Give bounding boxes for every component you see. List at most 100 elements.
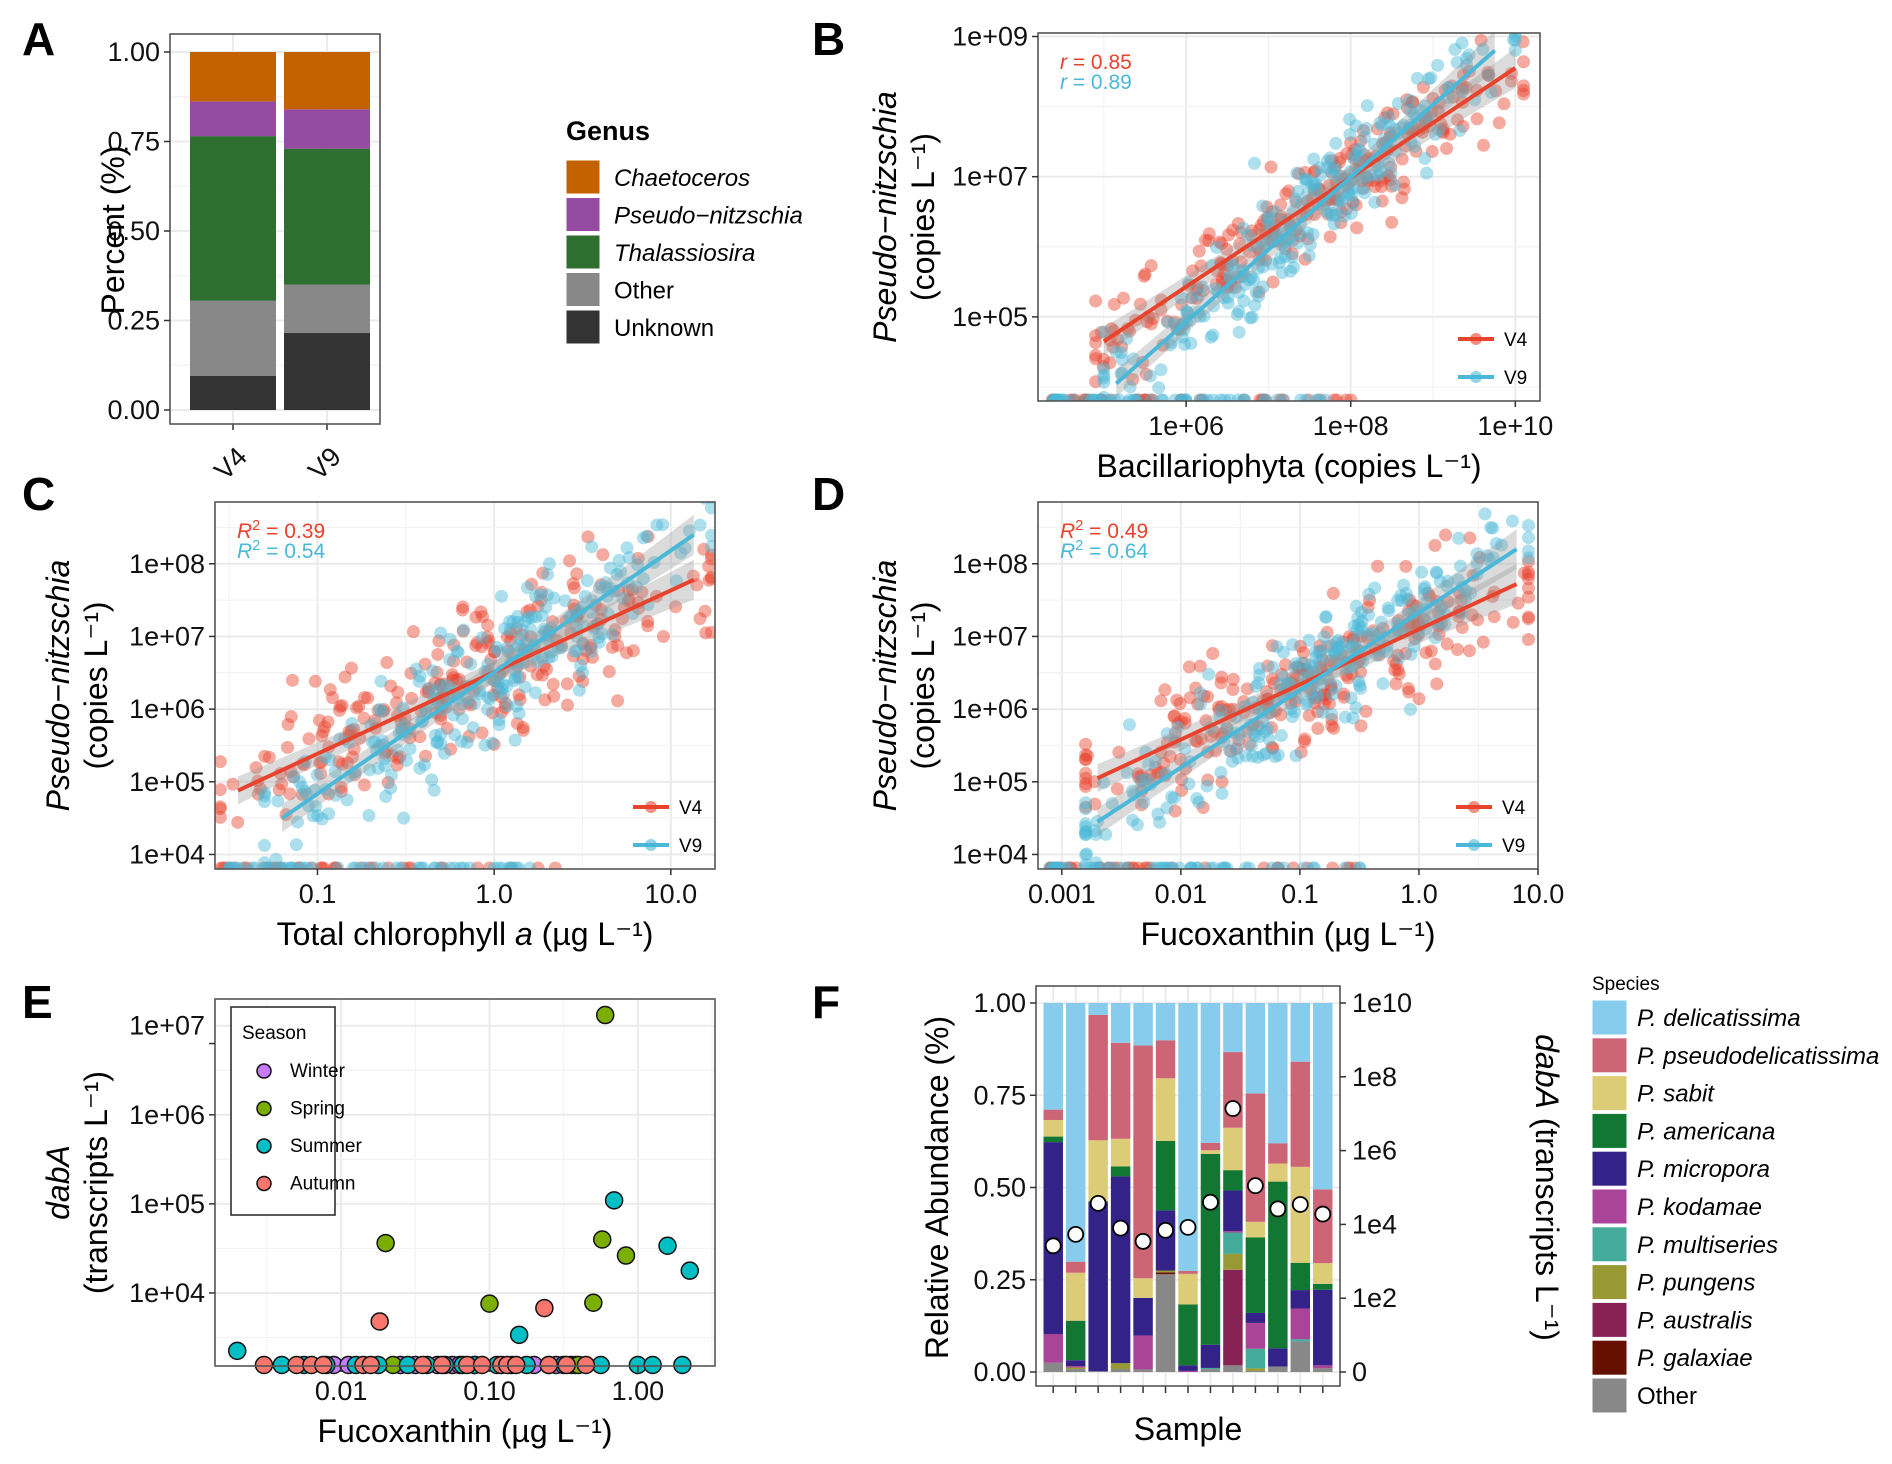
data-point-v4 <box>534 593 548 607</box>
data-point-v4 <box>1386 107 1400 121</box>
data-point-v9 <box>498 621 512 635</box>
data-point-v4 <box>1222 702 1236 716</box>
zero-point-v9 <box>1166 861 1180 869</box>
data-point-v9 <box>1474 11 1487 24</box>
data-point-v9 <box>1259 746 1273 760</box>
data-point-v4 <box>1431 104 1445 118</box>
data-point-v9 <box>1311 690 1325 704</box>
panel-e: 0.01 0.10 1.001e+041e+051e+061e+07Fucoxant… <box>40 998 716 1449</box>
data-point-v9 <box>455 697 469 711</box>
data-point-v9 <box>374 674 388 688</box>
data-point-v9 <box>1097 410 1110 423</box>
data-point-v4 <box>584 641 598 655</box>
bar-segment-ppseudodelicatissima <box>1133 1045 1153 1279</box>
data-point-v4 <box>1231 216 1245 230</box>
data-point-v4 <box>704 570 715 584</box>
points-layer <box>1045 0 1531 423</box>
data-point-v9 <box>518 614 532 628</box>
data-point-v4 <box>1089 329 1103 343</box>
data-point-v9 <box>1344 641 1358 655</box>
data-point-v9 <box>1319 649 1333 663</box>
data-point-v9 <box>574 659 588 673</box>
zero-point-v4 <box>238 861 252 869</box>
zero-point-v9 <box>1310 393 1324 401</box>
data-point-v4 <box>389 696 403 710</box>
bar-segment-pmultiseries <box>1245 1348 1266 1369</box>
zero-point-v4 <box>314 861 328 869</box>
bar-segment-other <box>1065 1369 1086 1372</box>
bar-segment-pdelicatissima <box>1245 1003 1266 1094</box>
data-point-v4 <box>1167 315 1181 329</box>
legend-swatch <box>1591 1226 1628 1263</box>
zero-point-v9 <box>248 861 262 869</box>
data-point-v9 <box>1403 94 1417 108</box>
y-tick-label: 1e+05 <box>129 767 205 797</box>
data-point-v4 <box>1079 771 1093 785</box>
data-point-v4 <box>456 600 470 614</box>
data-point-v9 <box>1252 289 1266 303</box>
data-point-v4 <box>1251 719 1265 733</box>
data-point-v4 <box>1293 639 1307 653</box>
zero-point-v9 <box>1049 861 1063 869</box>
data-point-v9 <box>1184 336 1198 350</box>
data-point-v9 <box>291 815 305 829</box>
zero-point-v9 <box>306 861 320 869</box>
zero-point-v9 <box>463 861 477 869</box>
data-point-v9 <box>1302 633 1316 647</box>
data-point-v9 <box>1137 796 1151 810</box>
data-point-v9 <box>368 735 382 749</box>
data-point-v9 <box>1287 705 1301 719</box>
bar-segment-pamericana <box>1155 1141 1176 1211</box>
data-point-v4 <box>572 669 586 683</box>
data-point-spring <box>595 1005 615 1025</box>
y-axis-title: Percent (%) <box>95 146 131 315</box>
data-point-v9 <box>1220 722 1234 736</box>
zero-point-v9 <box>1047 861 1061 869</box>
y2-tick-label: 1e10 <box>1352 988 1412 1018</box>
zero-point-v4 <box>304 861 318 869</box>
data-point-v4 <box>1371 122 1385 136</box>
zero-point-v4 <box>1102 861 1116 869</box>
data-point-v9 <box>1509 0 1522 10</box>
data-point-v4 <box>430 665 444 679</box>
zero-point-v9 <box>283 861 297 869</box>
data-point-v4 <box>1260 210 1274 224</box>
legend-point <box>645 801 657 813</box>
bar-segment-pdelicatissima <box>1133 1003 1153 1046</box>
data-point-v4 <box>253 782 267 796</box>
data-point-v4 <box>1131 767 1145 781</box>
zero-point-v9 <box>1085 393 1099 401</box>
data-point-v9 <box>1277 645 1291 659</box>
bar-segment-pkodamae <box>1223 1231 1243 1233</box>
data-point-v9 <box>1508 33 1522 43</box>
data-point-v9 <box>431 735 445 749</box>
data-point-v9 <box>704 539 715 553</box>
data-point-v4 <box>523 603 537 617</box>
data-point-v4 <box>1194 732 1208 746</box>
data-point-v4 <box>1175 298 1189 312</box>
bar-segment-pmicropora <box>1065 1360 1086 1367</box>
zero-point-v9 <box>1047 393 1061 401</box>
data-point-v4 <box>535 668 549 682</box>
x-axis-title: Total chlorophyll a (µg L⁻¹) <box>277 916 654 952</box>
data-point-v4 <box>361 691 375 705</box>
data-point-v4 <box>1392 667 1406 681</box>
data-point-v4 <box>537 659 551 673</box>
data-point-v9 <box>1392 651 1406 665</box>
data-point-v4 <box>1168 804 1182 818</box>
y-axis-title-units: (transcripts L⁻¹) <box>78 1071 114 1294</box>
data-point-v4 <box>332 755 346 769</box>
data-point-v9 <box>1375 118 1389 132</box>
data-point-v4 <box>1158 683 1172 697</box>
data-point-v9 <box>1333 191 1347 205</box>
data-point-v4 <box>464 698 478 712</box>
data-point-v4 <box>1322 697 1336 711</box>
zero-point-v9 <box>389 861 403 869</box>
data-point-v4 <box>1476 138 1490 152</box>
bar-segment-pdelicatissima <box>1110 1003 1131 1043</box>
data-point-v4 <box>470 636 484 650</box>
data-point-v9 <box>1299 697 1313 711</box>
data-point-v9 <box>640 529 654 543</box>
data-point-v4 <box>1288 695 1302 709</box>
bar-segment-pamericana <box>1065 1320 1086 1361</box>
